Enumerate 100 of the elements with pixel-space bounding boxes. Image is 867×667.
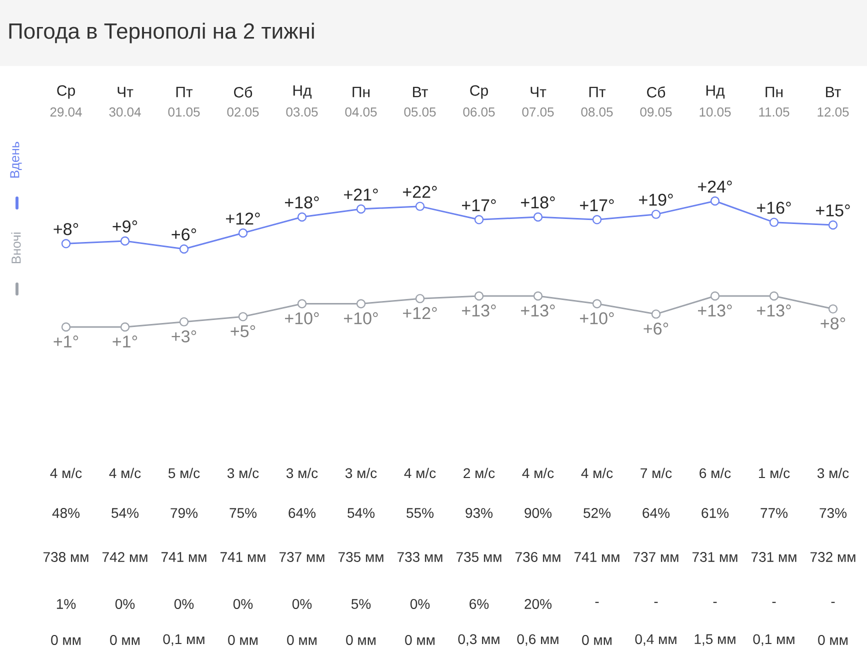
point: [297, 212, 307, 222]
text: 731 мм: [692, 552, 738, 562]
text: 4 м/с: [404, 468, 436, 478]
text: 11.05: [759, 107, 790, 117]
data-label: +12°: [226, 212, 260, 224]
text: 0,1 мм: [753, 634, 794, 646]
text: 731 мм: [751, 552, 796, 562]
text: -: [772, 602, 776, 603]
x-tick-label: Нд: [706, 85, 725, 99]
text: 54%: [112, 508, 139, 518]
point: [415, 202, 425, 211]
point: [356, 204, 366, 214]
text: 64%: [288, 508, 316, 518]
text: 2 м/с: [464, 468, 495, 478]
x-tick-label: Пн: [352, 86, 370, 98]
text: 02.05: [227, 107, 259, 117]
x-tick-label: Ср: [57, 85, 75, 99]
text: 04.05: [345, 107, 377, 117]
data-label: +13°: [757, 304, 791, 317]
text: 741 мм: [574, 552, 620, 562]
data-label: +5°: [230, 325, 256, 338]
x-tick-label: Вт: [826, 86, 841, 98]
text: 90%: [524, 508, 552, 518]
text: 09.05: [640, 107, 672, 117]
point: [61, 322, 71, 332]
x-tick-label: Сб: [647, 86, 666, 98]
text: 738 мм: [43, 552, 88, 562]
text: 1%: [56, 599, 76, 609]
text: 0 мм: [51, 635, 80, 645]
text: 741 мм: [161, 552, 206, 562]
point: [120, 236, 130, 246]
text: 75%: [230, 508, 257, 518]
point: [710, 291, 720, 301]
point: [415, 294, 425, 304]
text: 735 мм: [456, 552, 502, 562]
data-label: +10°: [285, 312, 319, 324]
text: 3 м/с: [817, 468, 849, 478]
text: 06.05: [463, 107, 495, 117]
data-label: +3°: [172, 330, 196, 342]
text: 01.05: [168, 107, 200, 117]
data-label: +16°: [757, 202, 791, 214]
text: 0 мм: [405, 635, 434, 645]
x-tick-label: Чт: [530, 86, 546, 98]
text: 12.05: [818, 107, 849, 117]
point: [179, 317, 189, 326]
text: Вночі: [11, 232, 21, 264]
text: 733 мм: [397, 552, 442, 562]
point: [651, 210, 661, 219]
point: [533, 212, 543, 222]
data-label: +22°: [403, 186, 437, 198]
text: 73%: [820, 508, 847, 518]
text: 48%: [52, 508, 80, 518]
text: 20%: [524, 599, 552, 609]
text: 0 мм: [582, 635, 612, 645]
data-label: +9°: [112, 220, 138, 232]
text: 0,1 мм: [163, 634, 204, 646]
data-label: +18°: [285, 196, 319, 208]
text: 737 мм: [633, 552, 678, 562]
data-label: +24°: [698, 180, 732, 192]
x-tick-label: Чт: [118, 86, 134, 98]
text: 10.05: [700, 107, 731, 117]
text: 3 м/с: [345, 468, 377, 478]
data-label: +13°: [462, 304, 496, 317]
text: 0%: [292, 599, 312, 609]
point: [592, 215, 602, 224]
point: [533, 291, 543, 301]
point: [120, 322, 130, 332]
text: 3 м/с: [286, 468, 318, 478]
text: 08.05: [581, 107, 613, 117]
text: 0%: [174, 599, 194, 609]
text: 29.04: [50, 107, 82, 117]
data-label: +21°: [344, 188, 378, 200]
text: -: [713, 602, 717, 603]
text: 1,5 мм: [694, 634, 736, 646]
x-tick-label: Ср: [470, 85, 488, 99]
text: 0,4 мм: [635, 634, 676, 646]
text: 07.05: [522, 107, 554, 117]
x-tick-label: Вт: [413, 86, 428, 98]
point: [592, 299, 602, 308]
text: 05.05: [404, 107, 436, 117]
text: 0%: [410, 599, 430, 609]
text: 0 мм: [228, 635, 258, 645]
text: 0 мм: [346, 635, 376, 645]
text: 79%: [170, 508, 198, 518]
x-tick-label: Пт: [589, 86, 606, 98]
text: 5%: [351, 599, 371, 609]
text: 0%: [233, 599, 253, 609]
point: [769, 218, 779, 227]
text: 03.05: [286, 107, 318, 117]
point: [474, 291, 484, 301]
text: 0,3 мм: [458, 634, 500, 646]
x-tick-label: Пн: [766, 86, 783, 98]
text: 54%: [348, 508, 375, 518]
point: [710, 196, 720, 206]
point: [238, 228, 248, 238]
data-label: +17°: [462, 199, 496, 212]
text: 52%: [584, 508, 611, 518]
text: 4 м/с: [522, 468, 554, 478]
x-tick-label: Пт: [176, 86, 193, 98]
data-label: +6°: [172, 228, 196, 240]
